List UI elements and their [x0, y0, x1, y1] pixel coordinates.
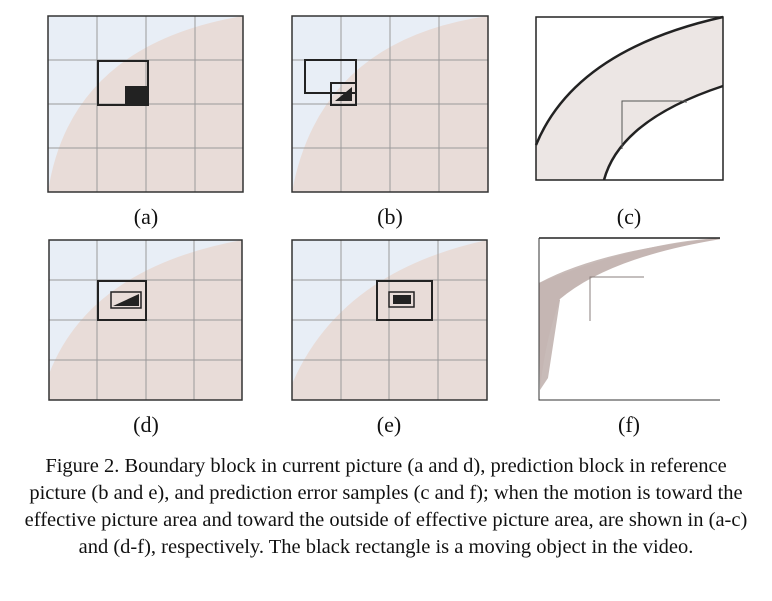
panel-d-frame [48, 239, 243, 401]
panel-d-boundary-block [97, 280, 147, 321]
panel-a-frame [47, 15, 244, 193]
panel-c-outer-boundary [534, 15, 724, 146]
panel-a-label: (a) [134, 204, 158, 229]
panel-c-block-outline [621, 100, 687, 149]
panel-b-grid [292, 16, 488, 192]
panel-c-label: (c) [617, 204, 641, 229]
panel-f-error-band-shade [539, 238, 720, 390]
panel-d-label: (d) [133, 412, 159, 437]
panel-e-label: (e) [377, 412, 401, 437]
panel-b: (b) [291, 15, 489, 229]
panel-b-moving-object [335, 87, 352, 101]
panel-c: (c) [534, 15, 724, 229]
panel-f-label: (f) [618, 412, 640, 437]
figure-caption: Figure 2. Boundary block in current pict… [24, 455, 748, 558]
panel-e-frame [291, 239, 488, 401]
panel-e-prediction-block [376, 280, 433, 321]
panel-c-error-band [536, 17, 723, 180]
panel-f-background [539, 238, 720, 400]
panel-f-block-outline [589, 276, 644, 321]
panel-c-frame [535, 16, 724, 181]
panel-b-label: (b) [377, 204, 403, 229]
panel-e: (e) [291, 239, 488, 437]
panel-a-moving-object [125, 86, 148, 105]
panel-c-inner-boundary [602, 84, 724, 181]
panel-b-frame [291, 15, 489, 193]
panel-f-frame [538, 238, 720, 401]
panel-a: (a) [47, 15, 244, 229]
panel-f-inner-edge [559, 239, 721, 301]
panel-b-prediction-block [330, 82, 357, 106]
panel-d-object-outline [110, 291, 142, 309]
panel-a-boundary-block [97, 60, 149, 106]
panel-d-moving-object [113, 294, 139, 306]
panel-d: (d) [48, 239, 243, 437]
panel-e-object-outline [388, 291, 415, 308]
panel-e-moving-object [393, 295, 411, 304]
panel-f: (f) [538, 237, 721, 437]
